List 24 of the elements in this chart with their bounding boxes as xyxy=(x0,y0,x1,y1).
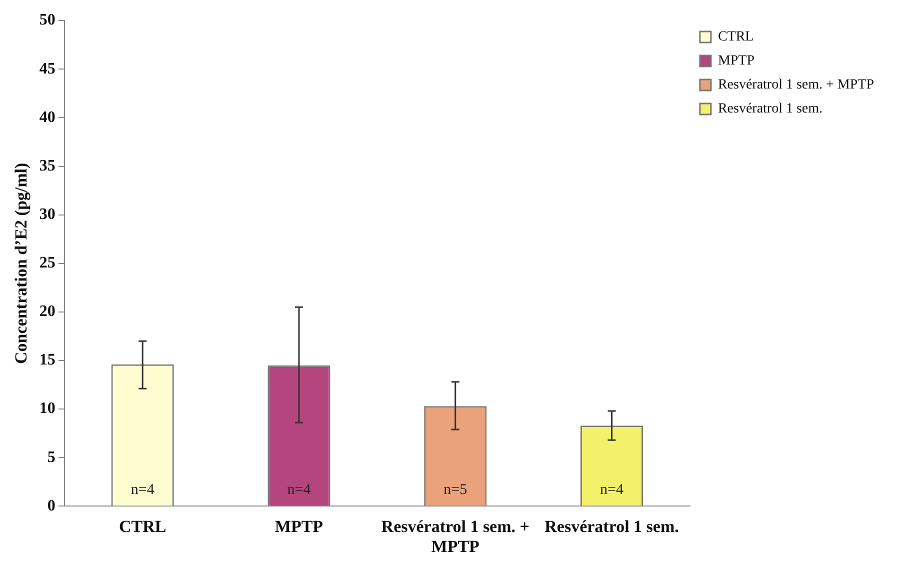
annotation: n=4 xyxy=(130,482,155,498)
legend-label: Resvératrol 1 sem. xyxy=(718,102,823,117)
x-tick-label: Resvératrol 1 sem. xyxy=(544,516,679,536)
y-tick-label: 5 xyxy=(47,448,56,466)
y-tick-label: 10 xyxy=(39,400,56,418)
y-tick-label: 40 xyxy=(39,108,56,126)
x-tick-label: Resvératrol 1 sem. + MPTP xyxy=(381,516,530,556)
y-tick-label: 25 xyxy=(39,254,56,272)
y-tick-label: 45 xyxy=(39,60,56,78)
x-tick-label: MPTP xyxy=(274,516,324,536)
annotation: n=4 xyxy=(600,482,624,498)
x-tick-label: CTRL xyxy=(118,516,166,536)
annotation: n=4 xyxy=(287,482,312,498)
legend-label: MPTP xyxy=(718,54,755,69)
legend-label: Resvératrol 1 sem. + MPTP xyxy=(718,78,874,93)
y-tick-label: 50 xyxy=(39,12,56,29)
y-tick-label: 15 xyxy=(39,352,56,369)
y-tick-label: 35 xyxy=(39,157,56,174)
y-tick-label: 0 xyxy=(47,497,56,514)
y-axis-title: Concentration d’E2 (pg/ml) xyxy=(12,162,31,364)
legend-label: CTRL xyxy=(718,30,754,45)
y-tick-label: 30 xyxy=(39,206,56,223)
y-tick-label: 20 xyxy=(39,303,56,320)
annotation: n=5 xyxy=(444,482,468,498)
